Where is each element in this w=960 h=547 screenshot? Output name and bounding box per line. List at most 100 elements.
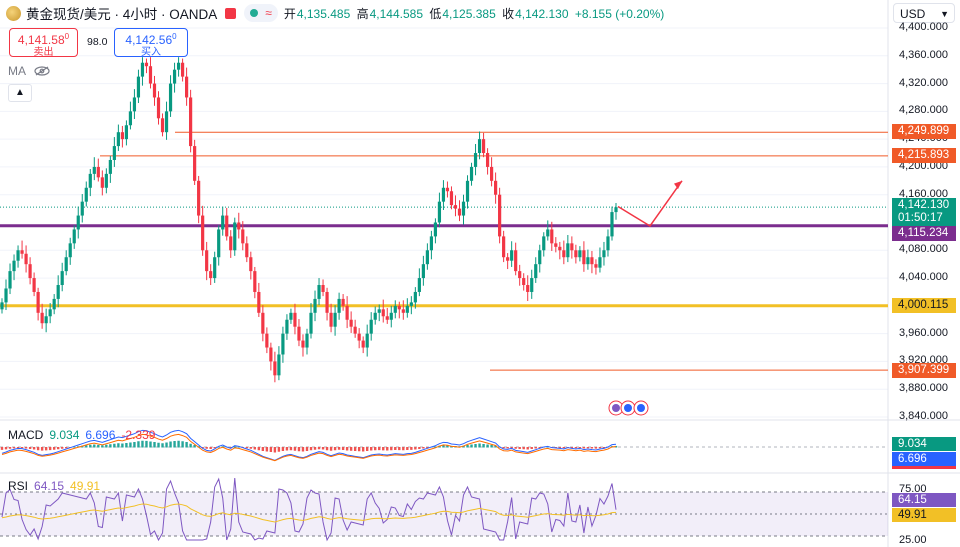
- candle-body: [245, 243, 249, 258]
- macd-histogram-bar: [470, 444, 473, 448]
- candle-body: [337, 298, 341, 313]
- sell-label: 卖出: [33, 47, 54, 58]
- candle-body: [477, 139, 482, 154]
- candle-body: [289, 312, 293, 320]
- macd-histogram-bar: [434, 446, 437, 448]
- macd-legend[interactable]: MACD 9.034 6.696 -2.339: [8, 428, 155, 442]
- candle-body: [84, 187, 88, 202]
- macd-histogram-bar: [65, 447, 68, 449]
- level-tag-2: 4,215.893: [892, 148, 956, 163]
- buy-button[interactable]: 4,142.560 买入: [114, 28, 188, 58]
- spread-value: 98.0: [87, 36, 108, 48]
- macd-histogram-bar: [309, 447, 313, 451]
- collapse-indicators-button[interactable]: ▲: [8, 84, 32, 102]
- macd-histogram-bar: [109, 444, 112, 448]
- macd-histogram-bar: [486, 444, 489, 448]
- candle-body: [237, 222, 241, 230]
- macd-histogram-bar: [502, 447, 505, 449]
- macd-histogram-bar: [490, 445, 493, 448]
- candle-body: [148, 66, 153, 84]
- macd-histogram-bar: [257, 447, 261, 451]
- price-axis-label: 4,160.000: [899, 187, 948, 200]
- level-tag-4: 4,000.115: [892, 298, 956, 313]
- sell-button[interactable]: 4,141.580 卖出: [9, 28, 78, 58]
- candle-body: [506, 257, 510, 261]
- candle-body: [465, 180, 470, 202]
- macd-histogram-bar: [313, 447, 317, 450]
- macd-histogram-bar: [422, 447, 425, 449]
- symbol-title[interactable]: 黄金现货/美元 · 4小时 · OANDA: [26, 7, 218, 22]
- macd-histogram-bar: [269, 447, 273, 452]
- candle-body: [606, 236, 610, 251]
- macd-histogram-bar: [394, 447, 397, 450]
- level-tag-1: 4,249.899: [892, 124, 956, 139]
- macd-histogram-bar: [157, 442, 160, 448]
- candle-body: [144, 62, 149, 67]
- macd-value-1: 9.034: [49, 428, 80, 442]
- macd-histogram-bar: [474, 444, 477, 448]
- macd-histogram-bar: [125, 443, 128, 448]
- forecast-arrow-head: [674, 180, 682, 190]
- candle-body: [108, 159, 112, 174]
- candle-body: [469, 166, 474, 181]
- status-pill[interactable]: ≈: [244, 4, 278, 22]
- market-status-icon[interactable]: [225, 7, 237, 19]
- macd-histogram-bar: [169, 441, 172, 448]
- candle-body: [257, 291, 261, 313]
- rsi-legend[interactable]: RSI 64.15 49.91: [8, 479, 100, 493]
- candle-body: [301, 340, 305, 348]
- macd-histogram-bar: [333, 447, 337, 451]
- currency-select[interactable]: USD ▼: [893, 3, 955, 23]
- candle-body: [12, 260, 16, 272]
- macd-histogram-bar: [321, 447, 325, 450]
- candle-body: [461, 201, 466, 216]
- macd-histogram-bar: [578, 447, 582, 448]
- candle-body: [546, 229, 550, 237]
- macd-histogram-bar: [402, 447, 405, 451]
- macd-histogram-bar: [426, 447, 429, 448]
- sell-price: 4,141.58: [17, 33, 65, 47]
- macd-histogram-bar: [60, 447, 64, 449]
- macd-histogram-bar: [562, 447, 566, 449]
- candle-body: [305, 333, 309, 348]
- macd-histogram-bar: [117, 443, 120, 448]
- candle-body: [582, 250, 586, 265]
- candle-body: [48, 309, 52, 317]
- macd-histogram-bar: [4, 447, 8, 450]
- candle-body: [249, 257, 253, 272]
- rsi-ma-line: [1, 503, 617, 523]
- macd-histogram-bar: [341, 447, 345, 450]
- macd-histogram-bar: [265, 447, 269, 452]
- candle-body: [526, 285, 530, 292]
- candle-body: [373, 312, 377, 320]
- buy-label: 买入: [141, 47, 161, 58]
- macd-histogram-bar: [297, 447, 301, 452]
- eye-hidden-icon[interactable]: [34, 66, 50, 76]
- macd-histogram-bar: [165, 442, 168, 448]
- high-key: 高: [356, 6, 369, 21]
- macd-histogram-bar: [361, 447, 365, 452]
- macd-histogram-bar: [32, 447, 36, 450]
- candle-body: [112, 146, 116, 160]
- ma-indicator[interactable]: MA: [8, 64, 50, 78]
- candle-body: [485, 153, 490, 167]
- level-tag-2-text: 4,215.893: [898, 149, 950, 161]
- ohlc-values: 开4,135.485 高4,144.585 低4,125.385 收4,142.…: [284, 5, 667, 22]
- rsi-line: [1, 477, 617, 542]
- candle-body: [36, 291, 40, 313]
- macd-histogram-bar: [133, 442, 136, 448]
- last-price: 4,142.130: [898, 199, 950, 211]
- candle-body: [554, 243, 558, 247]
- macd-histogram-bar: [538, 447, 541, 448]
- candle-body: [333, 312, 337, 327]
- close-key: 收: [502, 6, 515, 21]
- close-value: 4,142.130: [515, 6, 569, 21]
- macd-label: MACD: [8, 428, 44, 442]
- candle-body: [124, 125, 129, 140]
- macd-histogram-bar: [44, 447, 48, 451]
- candle-body: [104, 173, 108, 188]
- price-axis-label: 4,360.000: [899, 48, 948, 61]
- macd-tag-1-text: 9.034: [898, 438, 927, 450]
